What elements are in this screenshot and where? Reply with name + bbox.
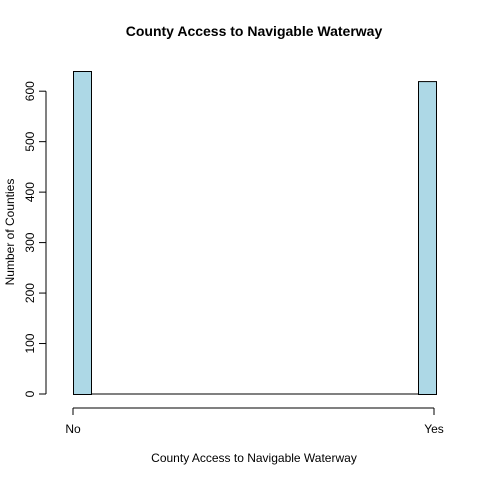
- y-tick-label: 600: [23, 81, 37, 101]
- y-axis-label: Number of Counties: [3, 179, 17, 286]
- bar-no: [73, 71, 92, 395]
- y-axis: 0 100 200 300 400 500 600: [23, 81, 47, 397]
- y-tick-label: 100: [23, 333, 37, 353]
- y-tick-label: 400: [23, 182, 37, 202]
- y-tick-label: 500: [23, 131, 37, 151]
- x-tick-label-yes: Yes: [424, 422, 444, 436]
- y-tick-label: 200: [23, 283, 37, 303]
- x-axis: No Yes: [65, 407, 444, 436]
- y-tick-label: 300: [23, 232, 37, 252]
- y-tick-label: 0: [23, 390, 37, 397]
- bar-yes: [418, 81, 437, 395]
- x-tick-label-no: No: [65, 422, 81, 436]
- chart-title: County Access to Navigable Waterway: [126, 23, 383, 39]
- x-axis-label: County Access to Navigable Waterway: [151, 451, 357, 465]
- bars-layer: [73, 71, 437, 395]
